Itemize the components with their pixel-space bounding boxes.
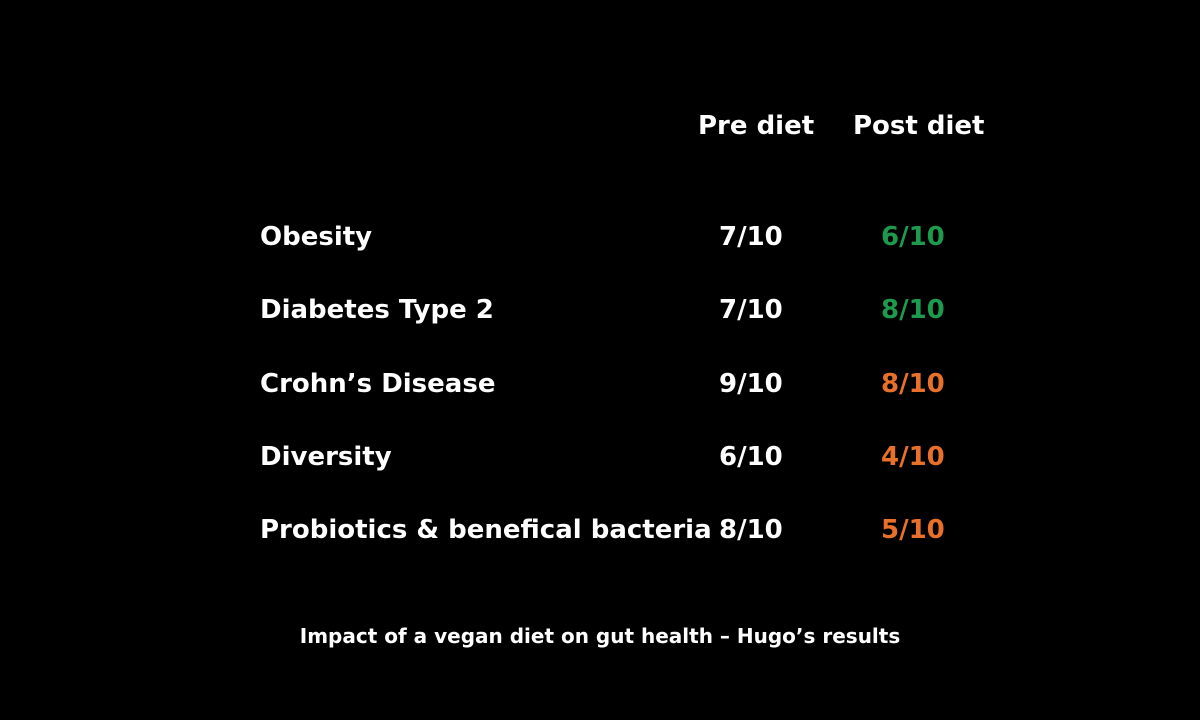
row-label: Probiotics & benefical bacteria [260,515,712,545]
table-row: Diversity 6/10 4/10 [0,437,1200,477]
pre-score: 7/10 [719,222,783,252]
post-diet-header: Post diet [853,111,985,141]
pre-diet-header: Pre diet [698,111,815,141]
row-label: Obesity [260,222,373,252]
row-label: Diversity [260,442,392,472]
post-score: 5/10 [881,515,945,545]
table-row: Probiotics & benefical bacteria 8/10 5/1… [0,510,1200,550]
pre-score: 6/10 [719,442,783,472]
pre-score: 9/10 [719,369,783,399]
pre-score: 8/10 [719,515,783,545]
row-label: Crohn’s Disease [260,369,496,399]
row-label: Diabetes Type 2 [260,295,494,325]
caption: Impact of a vegan diet on gut health – H… [299,624,901,648]
post-score: 4/10 [881,442,945,472]
pre-score: 7/10 [719,295,783,325]
post-score: 8/10 [881,369,945,399]
table-row: Obesity 7/10 6/10 [0,217,1200,257]
post-score: 8/10 [881,295,945,325]
post-score: 6/10 [881,222,945,252]
table-row: Diabetes Type 2 7/10 8/10 [0,290,1200,330]
table-row: Crohn’s Disease 9/10 8/10 [0,364,1200,404]
